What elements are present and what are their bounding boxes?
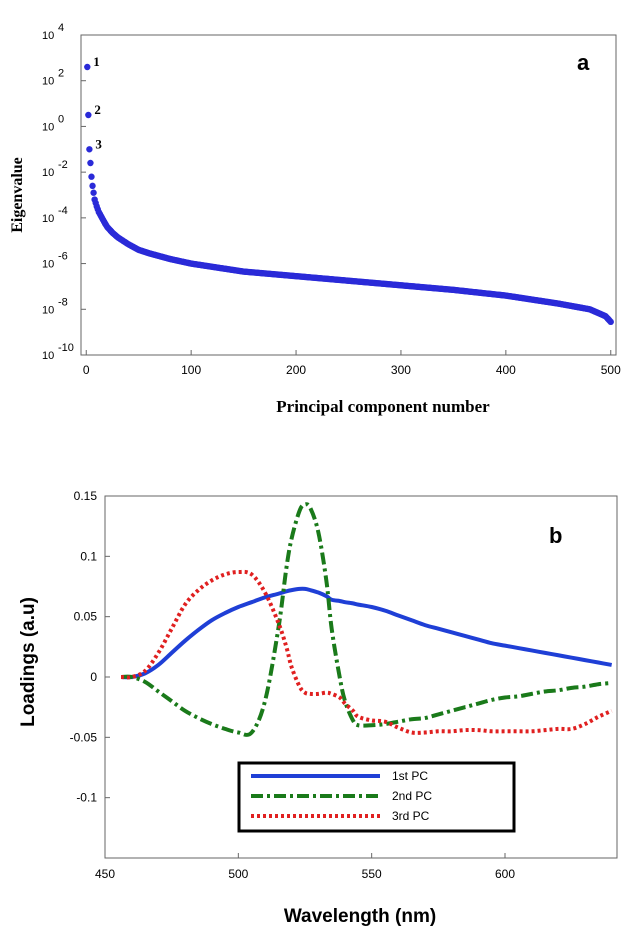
panel-b-y-tick-label: 0.05 <box>74 610 98 624</box>
panel-a-y-tick-exponent: -6 <box>58 251 68 263</box>
panel-a-data-point <box>607 318 614 326</box>
panel-a-data-point <box>89 182 96 190</box>
panel-a-label: a <box>577 50 590 75</box>
panel-a-data-point <box>86 146 93 153</box>
panel-b-y-tick-label: 0.15 <box>74 489 98 503</box>
panel-a-y-tick-label: 10 <box>42 121 54 133</box>
panel-a-y-tick-label: 10 <box>42 30 54 42</box>
panel-a-y-tick-label: 10 <box>42 76 54 88</box>
panel-b-y-ticks: 0.15 0.1 0.05 0 -0.05 -0.1 <box>70 489 110 805</box>
panel-b-ylabel: Loadings (a.u) <box>18 597 39 727</box>
panel-a-x-tick-label: 0 <box>83 363 90 377</box>
panel-a-x-tick-label: 100 <box>181 363 201 377</box>
panel-a-x-tick-label: 500 <box>601 363 621 377</box>
panel-a-y-tick-label: 10 <box>42 167 54 179</box>
panel-b-y-tick-label: -0.1 <box>76 791 97 805</box>
panel-a-annotation: 1 <box>93 54 100 69</box>
panel-a-annotation: 2 <box>94 102 101 117</box>
panel-b-label: b <box>549 523 562 548</box>
panel-a-plot-frame <box>80 34 617 356</box>
panel-b-y-tick-label: 0 <box>90 670 97 684</box>
panel-a-data-point <box>88 173 95 180</box>
panel-a-y-tick-label: 10 <box>42 304 54 316</box>
panel-a-y-tick-exponent: -10 <box>58 342 74 354</box>
series-line-1 <box>120 586 613 680</box>
panel-a-annotations: 1 2 3 <box>93 54 102 151</box>
panel-a-annotation: 3 <box>95 136 102 151</box>
panel-b: 0.15 0.1 0.05 0 -0.05 -0.1 450 500 550 600 b Loa… <box>18 489 618 927</box>
series-line-2 <box>120 502 612 737</box>
panel-a-y-tick-exponent: 0 <box>58 113 64 125</box>
panel-a-y-tick-label: 10 <box>42 259 54 271</box>
panel-b-y-tick-label: -0.05 <box>70 730 98 744</box>
legend-label-2: 2nd PC <box>392 789 432 803</box>
panel-b-y-tick-label: 0.1 <box>80 549 97 563</box>
series-line-3 <box>120 569 613 735</box>
panel-a-y-tick-exponent: 4 <box>58 22 64 34</box>
panel-a-y-tick-exponent: -8 <box>58 296 68 308</box>
panel-a-points <box>84 63 614 326</box>
panel-a-x-tick-label: 400 <box>496 363 516 377</box>
panel-b-x-tick-label: 450 <box>95 867 115 881</box>
panel-b-x-ticks: 450 500 550 600 <box>95 853 515 881</box>
panel-a-ylabel: Eigenvalue <box>9 157 26 233</box>
panel-a-y-tick-exponent: -2 <box>58 159 68 171</box>
panel-a-data-point <box>87 159 94 167</box>
panel-a-y-tick-label: 10 <box>42 213 54 225</box>
legend-label-3: 3rd PC <box>392 809 430 823</box>
panel-a-y-tick-label: 10 <box>42 350 54 362</box>
panel-a-data-point <box>84 63 91 71</box>
panel-a-y-tick-exponent: 2 <box>58 68 64 80</box>
panel-a-x-tick-label: 300 <box>391 363 411 377</box>
panel-b-legend: 1st PC 2nd PC 3rd PC <box>237 761 516 833</box>
panel-b-x-tick-label: 550 <box>362 867 382 881</box>
panel-b-x-tick-label: 600 <box>495 867 515 881</box>
panel-a-xlabel: Principal component number <box>276 397 490 416</box>
legend-label-1: 1st PC <box>392 769 428 783</box>
panel-a-y-tick-exponent: -4 <box>58 205 68 217</box>
panel-a-data-point <box>85 111 92 119</box>
panel-a-x-tick-label: 200 <box>286 363 306 377</box>
panel-a-y-ticks: 10 4 10 2 10 0 10 -2 10 -4 10 -6 10 -8 10 -10 <box>42 22 86 362</box>
panel-a-x-ticks: 0 100 200 300 400 500 <box>83 350 621 377</box>
panel-b-x-tick-label: 500 <box>228 867 248 881</box>
panel-b-series-lines <box>120 502 613 737</box>
panel-a-data-point <box>90 189 97 196</box>
panel-b-xlabel: Wavelength (nm) <box>284 906 436 927</box>
